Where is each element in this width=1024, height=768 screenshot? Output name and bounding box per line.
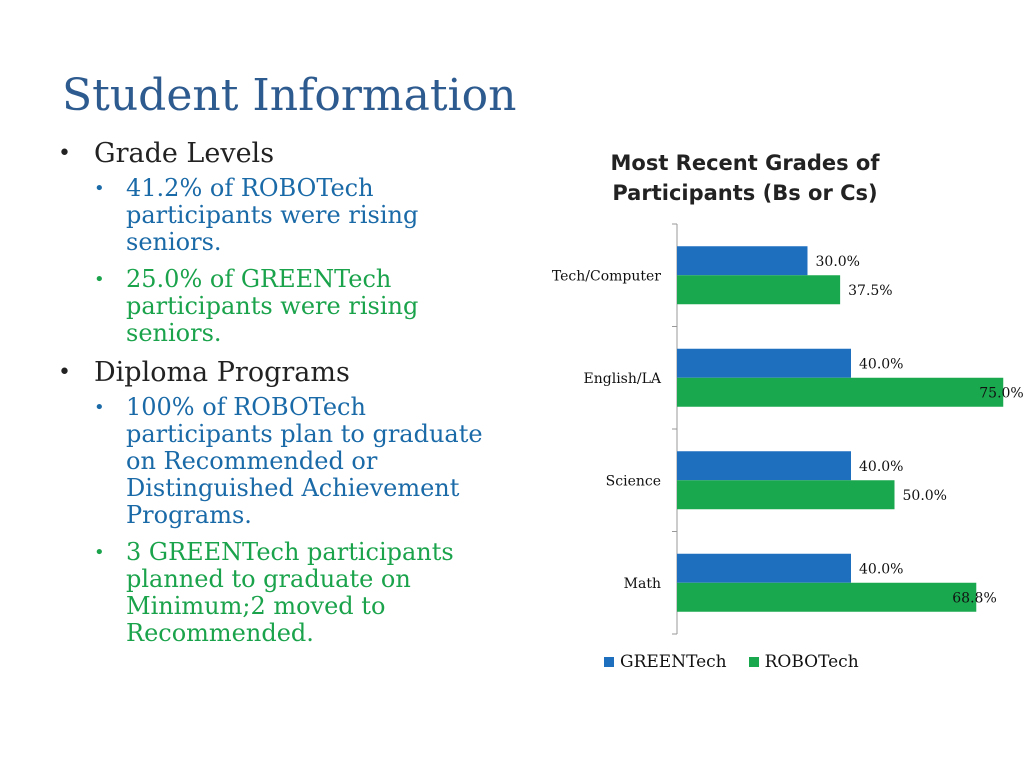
- bar-greentech-tech-computer: [677, 246, 808, 276]
- bullet-icon: •: [58, 360, 71, 385]
- bullet-diploma-programs: • Diploma Programs: [58, 357, 498, 388]
- bullet-icon: •: [94, 542, 105, 563]
- bullet-icon: •: [94, 178, 105, 199]
- legend-label-robotech: ROBOTech: [764, 652, 859, 672]
- sub-bullet-text: 25.0% of GREENTech participants were ris…: [126, 265, 419, 347]
- data-label: 50.0%: [903, 488, 947, 504]
- bullet-text: Grade Levels: [94, 138, 275, 169]
- sub-bullet-text: 41.2% of ROBOTech participants were risi…: [126, 174, 419, 256]
- sub-bullet-text: 100% of ROBOTech participants plan to gr…: [126, 393, 483, 529]
- bullet-icon: •: [94, 269, 105, 290]
- bar-robotech-tech-computer: [677, 275, 841, 305]
- category-label: Science: [606, 473, 661, 489]
- sub-bullet-greentech-diploma: • 3 GREENTech participants planned to gr…: [58, 539, 498, 647]
- category-label: English/LA: [584, 371, 662, 387]
- data-label: 37.5%: [848, 283, 892, 299]
- data-label: 68.8%: [952, 590, 996, 606]
- sub-bullet-greentech-seniors: • 25.0% of GREENTech participants were r…: [58, 266, 498, 347]
- chart-legend: GREENTech ROBOTech: [604, 652, 859, 672]
- sub-bullet-robotech-seniors: • 41.2% of ROBOTech participants were ri…: [58, 175, 498, 256]
- data-label: 30.0%: [816, 254, 860, 270]
- legend-item-greentech: GREENTech: [604, 652, 727, 672]
- bar-robotech-english-la: [677, 377, 1004, 407]
- bar-greentech-english-la: [677, 348, 851, 378]
- chart-title: Most Recent Grades of Participants (Bs o…: [610, 151, 880, 205]
- legend-swatch-greentech: [604, 657, 614, 667]
- bullet-grade-levels: • Grade Levels: [58, 138, 498, 169]
- data-label: 40.0%: [859, 459, 903, 475]
- bar-greentech-science: [677, 451, 851, 481]
- category-label: Math: [624, 576, 661, 592]
- legend-swatch-robotech: [748, 657, 759, 667]
- bar-robotech-science: [677, 480, 895, 510]
- data-label: 75.0%: [979, 385, 1023, 401]
- legend-label-greentech: GREENTech: [620, 652, 727, 672]
- sub-bullet-robotech-diploma: • 100% of ROBOTech participants plan to …: [58, 394, 498, 529]
- category-label: Tech/Computer: [552, 268, 661, 284]
- bullet-icon: •: [94, 397, 105, 418]
- slide-title: Student Information: [62, 70, 517, 121]
- bar-robotech-math: [677, 582, 977, 612]
- data-label: 40.0%: [859, 356, 903, 372]
- data-label: 40.0%: [859, 561, 903, 577]
- bullet-list: • Grade Levels • 41.2% of ROBOTech parti…: [58, 138, 498, 657]
- sub-bullet-text: 3 GREENTech participants planned to grad…: [126, 538, 454, 647]
- bullet-icon: •: [58, 141, 71, 166]
- legend-item-robotech: ROBOTech: [748, 652, 859, 672]
- bar-greentech-math: [677, 553, 851, 583]
- bullet-text: Diploma Programs: [94, 357, 350, 388]
